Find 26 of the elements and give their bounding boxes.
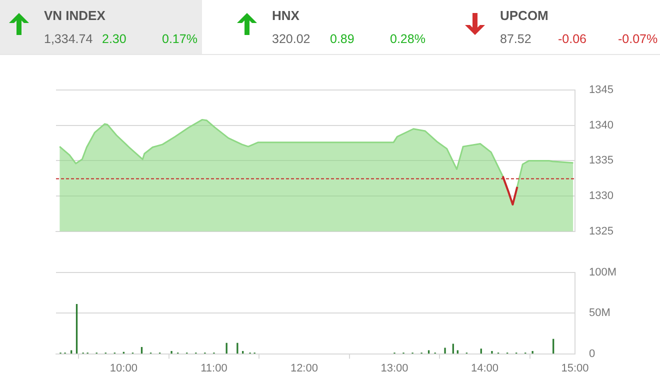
x-tick-label: 14:00 (470, 362, 499, 374)
y-tick-label: 100M (589, 266, 617, 279)
y-tick-label: 50M (589, 307, 610, 320)
text: -0.07% (618, 32, 658, 46)
x-tick-label: 15:00 (561, 362, 589, 374)
y-tick-label: 1325 (589, 225, 614, 238)
text: 87.52 (500, 32, 532, 46)
x-tick-label: 11:00 (200, 362, 228, 374)
y-tick-label: 0 (589, 348, 596, 360)
x-tick-label: 10:00 (110, 362, 138, 374)
y-tick-label: 1330 (589, 190, 614, 202)
y-tick-label: 1340 (589, 119, 614, 132)
text: 0.17% (162, 32, 198, 46)
text: 0.89 (330, 32, 354, 46)
y-tick-label: 1345 (589, 84, 614, 96)
text: -0.06 (558, 32, 586, 46)
text: 0.28% (390, 32, 426, 46)
text: 2.30 (102, 32, 126, 46)
y-tick-label: 1335 (589, 154, 614, 167)
text: HNX (272, 8, 300, 23)
text: UPCOM (500, 8, 548, 23)
x-tick-label: 12:00 (290, 362, 318, 374)
x-tick-label: 13:00 (380, 362, 408, 374)
text: 1,334.74 (44, 32, 93, 46)
text: 320.02 (272, 32, 310, 46)
text: VN INDEX (44, 8, 106, 23)
